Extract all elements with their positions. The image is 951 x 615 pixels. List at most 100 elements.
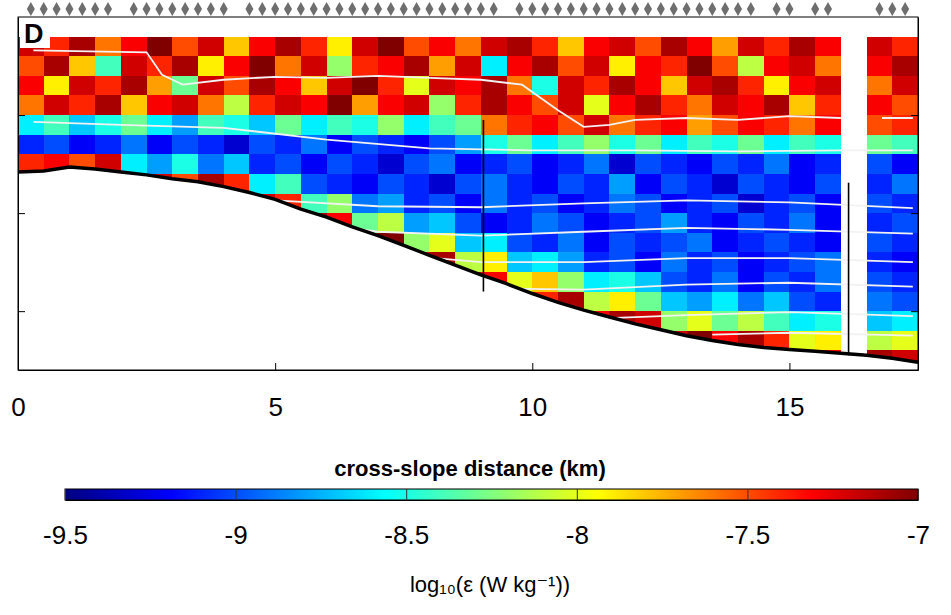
- heatmap-cell: [815, 95, 841, 115]
- heatmap-cell: [224, 154, 250, 174]
- tick-label: 10: [518, 392, 547, 422]
- isopycnal: [404, 255, 913, 262]
- tick: [18, 115, 25, 116]
- heatmap-cell: [661, 76, 687, 96]
- heatmap-cell: [764, 95, 790, 115]
- heatmap-cell: [429, 115, 455, 135]
- profile-marker: [425, 2, 433, 16]
- heatmap-cell: [275, 135, 301, 155]
- heatmap-cell: [275, 115, 301, 135]
- heatmap-cell: [429, 135, 455, 155]
- heatmap-cell: [69, 115, 95, 135]
- profile-marker: [220, 2, 228, 16]
- heatmap-cell: [249, 174, 275, 194]
- heatmap-cell: [789, 76, 815, 96]
- heatmap-cell: [275, 76, 301, 96]
- heatmap-cell: [892, 311, 918, 331]
- heatmap-cell: [249, 95, 275, 115]
- heatmap-cell: [121, 95, 147, 115]
- profile-marker: [387, 2, 395, 16]
- heatmap-cell: [352, 56, 378, 76]
- heatmap-cell: [429, 37, 455, 57]
- heatmap-cell: [455, 194, 481, 214]
- profile-marker: [670, 2, 678, 16]
- heatmap-cell: [404, 213, 430, 233]
- heatmap-cell: [275, 37, 301, 57]
- heatmap-cell: [738, 154, 764, 174]
- heatmap-cell: [635, 272, 661, 292]
- heatmap-cell: [327, 154, 353, 174]
- heatmap-cell: [198, 76, 224, 96]
- isopycnal: [33, 50, 912, 126]
- profile-marker: [284, 2, 292, 16]
- heatmap-cell: [712, 272, 738, 292]
- heatmap-cell: [558, 76, 584, 96]
- heatmap-cell: [712, 95, 738, 115]
- profile-marker: [618, 2, 626, 16]
- heatmap-cell: [738, 272, 764, 292]
- heatmap-cell: [661, 272, 687, 292]
- heatmap-cell: [147, 154, 173, 174]
- tick: [911, 115, 918, 116]
- profile-marker: [194, 2, 202, 16]
- heatmap-cell: [584, 292, 610, 312]
- profile-marker: [104, 2, 112, 16]
- heatmap-cell: [121, 135, 147, 155]
- heatmap-cell: [635, 252, 661, 272]
- heatmap-cell: [429, 95, 455, 115]
- profile-marker: [78, 2, 86, 16]
- profile-marker: [721, 2, 729, 16]
- heatmap-cell: [172, 76, 198, 96]
- heatmap-cell: [815, 37, 841, 57]
- heatmap-cell: [481, 135, 507, 155]
- profile-marker: [143, 2, 151, 16]
- profile-marker: [695, 2, 703, 16]
- heatmap-cell: [558, 56, 584, 76]
- tick-label: -7.5: [725, 520, 770, 550]
- tick-mark: [532, 363, 533, 370]
- panel-label-group: D: [20, 18, 50, 49]
- heatmap-cell: [327, 115, 353, 135]
- profile-marker: [734, 2, 742, 16]
- heatmap-cell: [609, 252, 635, 272]
- heatmap-cell: [352, 37, 378, 57]
- heatmap-cell: [892, 95, 918, 115]
- heatmap-cell: [481, 76, 507, 96]
- heatmap-cell: [455, 115, 481, 135]
- heatmap-cell: [455, 174, 481, 194]
- heatmap-cell: [327, 135, 353, 155]
- heatmap-cell: [481, 174, 507, 194]
- heatmap-cell: [764, 233, 790, 253]
- heatmap-cell: [712, 174, 738, 194]
- heatmap-cell: [867, 37, 893, 57]
- heatmap-cell: [481, 37, 507, 57]
- heatmap-cell: [352, 115, 378, 135]
- profile-marker: [27, 2, 35, 16]
- heatmap-cell: [69, 95, 95, 115]
- heatmap-cell: [275, 174, 301, 194]
- heatmap-cell: [892, 233, 918, 253]
- heatmap-cell: [121, 56, 147, 76]
- heatmap-cell: [275, 56, 301, 76]
- tick: [911, 213, 918, 214]
- heatmap-cell: [69, 37, 95, 57]
- heatmap-cell: [635, 135, 661, 155]
- heatmap-cell: [455, 56, 481, 76]
- profile-marker: [631, 2, 639, 16]
- heatmap-cell: [532, 76, 558, 96]
- profile-marker: [811, 2, 819, 16]
- heatmap-cell: [712, 252, 738, 272]
- heatmap-cell: [507, 213, 533, 233]
- profile-marker: [875, 2, 883, 16]
- heatmap-cell: [301, 56, 327, 76]
- heatmap-cell: [892, 174, 918, 194]
- heatmap-cell: [815, 252, 841, 272]
- heatmap-cell: [661, 174, 687, 194]
- heatmap-cell: [404, 154, 430, 174]
- tick-label: -8: [566, 520, 589, 550]
- heatmap-cell: [584, 154, 610, 174]
- heatmap-cell: [249, 154, 275, 174]
- profile-marker: [708, 2, 716, 16]
- heatmap-cell: [584, 95, 610, 115]
- heatmap-cell: [609, 174, 635, 194]
